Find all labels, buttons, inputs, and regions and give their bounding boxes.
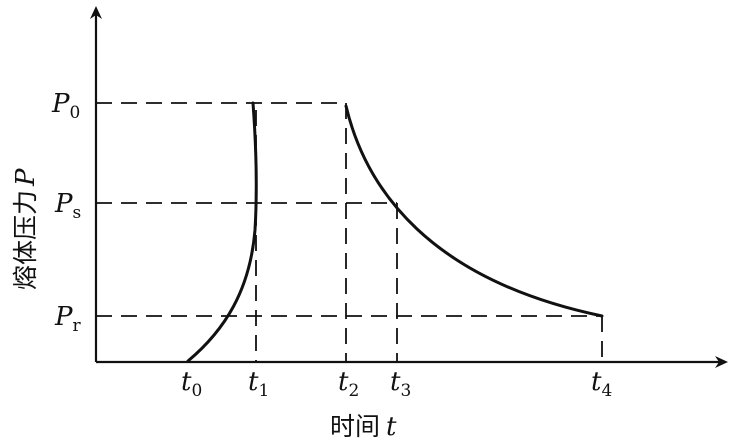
label-t4: t4 <box>591 367 612 401</box>
label-t0: t0 <box>181 367 202 401</box>
label-t1: t1 <box>248 367 269 401</box>
label-pr: Pr <box>54 302 82 336</box>
x-axis-title: 时间 t <box>330 412 397 442</box>
label-ps: Ps <box>54 189 81 223</box>
y-axis-title: 熔体压力P <box>11 168 41 290</box>
label-p0: P0 <box>51 89 80 123</box>
pressure-rise-curve <box>186 101 258 363</box>
label-t3: t3 <box>390 367 411 401</box>
pressure-decay-curve <box>344 104 604 318</box>
label-t2: t2 <box>338 367 359 401</box>
